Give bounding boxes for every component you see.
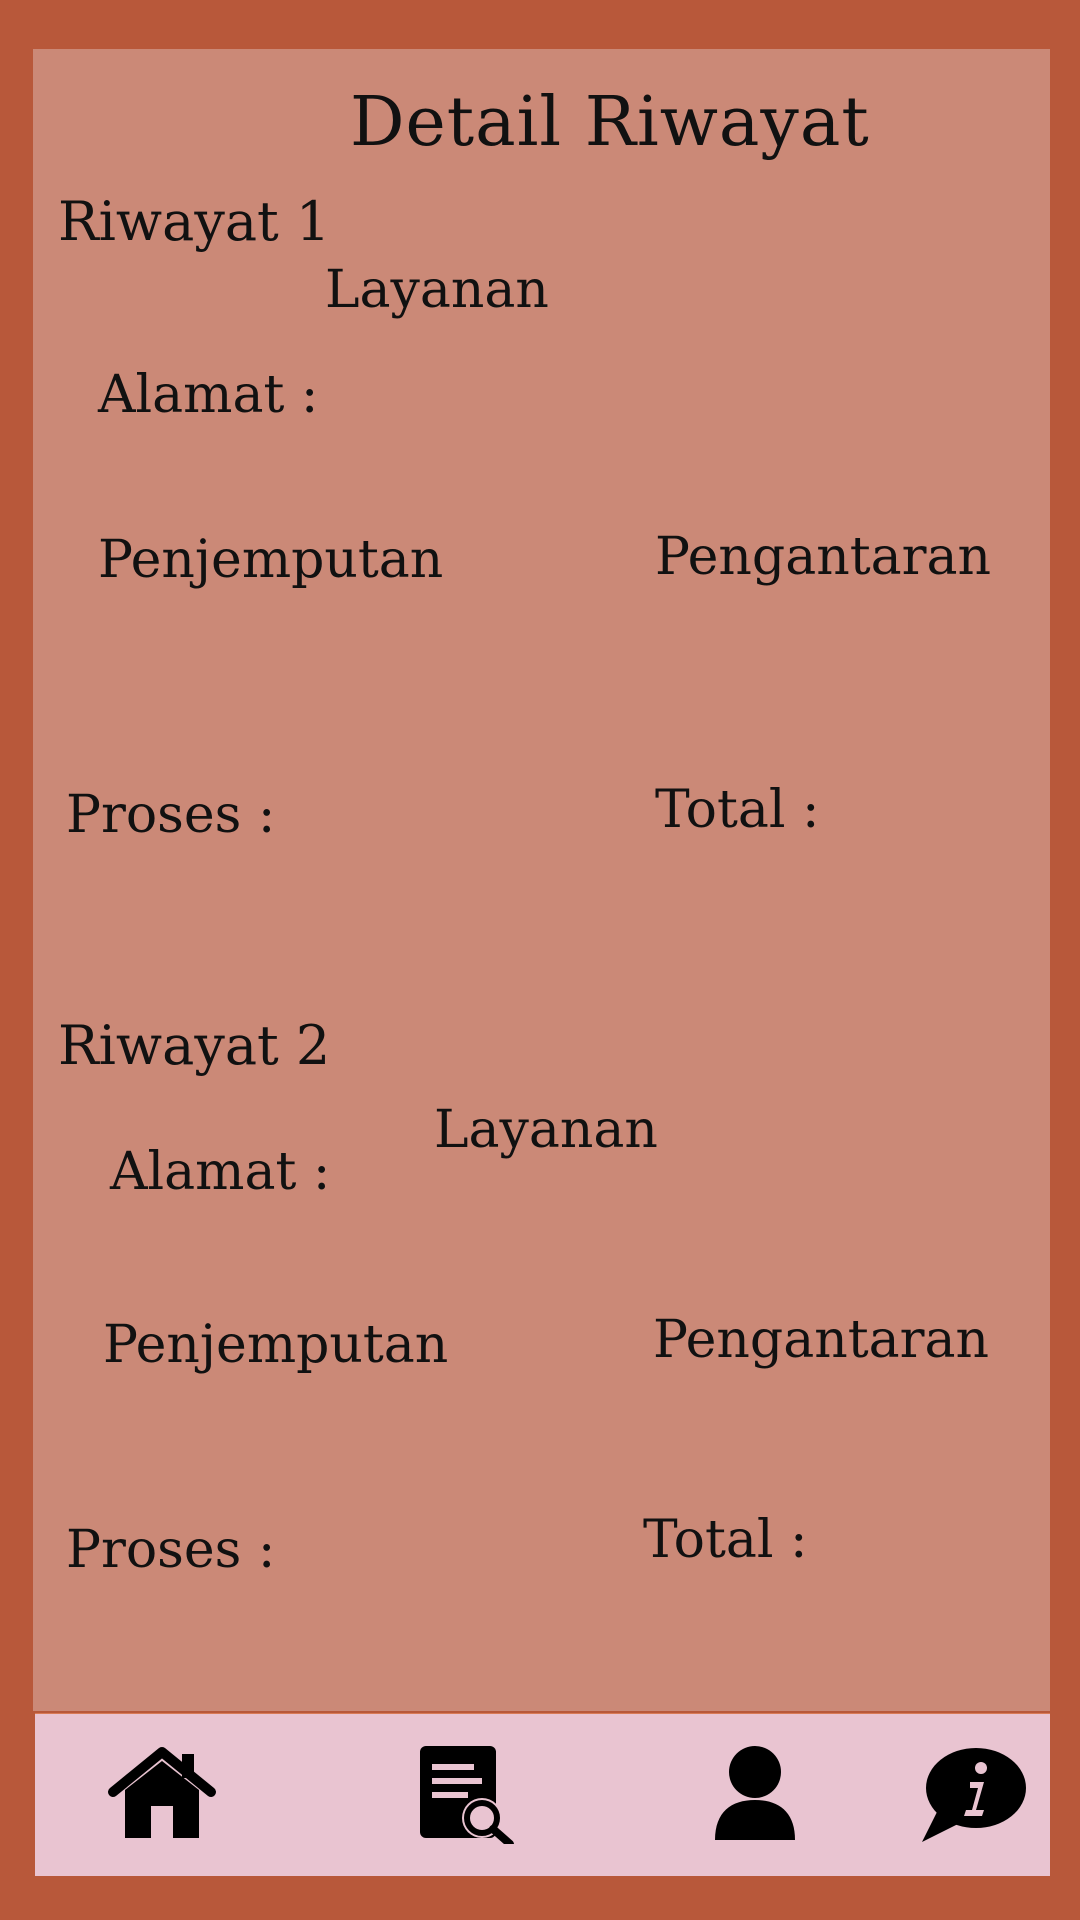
address-label: Alamat : (110, 1142, 331, 1202)
history-title: Riwayat 2 (58, 1014, 331, 1077)
page-title: Detail Riwayat (350, 83, 870, 162)
delivery-label: Pengantaran (655, 527, 991, 587)
nav-history-button[interactable] (410, 1744, 520, 1844)
process-label: Proses : (66, 785, 276, 845)
info-chat-icon (922, 1748, 1026, 1842)
total-label: Total : (655, 780, 820, 840)
nav-profile-button[interactable] (700, 1744, 810, 1844)
user-icon (715, 1746, 795, 1840)
delivery-label: Pengantaran (653, 1310, 989, 1370)
service-label: Layanan (434, 1100, 658, 1160)
address-label: Alamat : (98, 365, 319, 425)
bottom-navigation (35, 1713, 1050, 1876)
pickup-label: Penjemputan (103, 1315, 449, 1375)
nav-info-button[interactable] (918, 1744, 1028, 1844)
history-panel: Detail Riwayat Riwayat 1 Layanan Alamat … (33, 49, 1050, 1711)
history-title: Riwayat 1 (58, 190, 331, 253)
service-label: Layanan (325, 260, 549, 320)
nav-home-button[interactable] (107, 1744, 217, 1844)
home-icon (108, 1747, 216, 1838)
process-label: Proses : (66, 1520, 276, 1580)
pickup-label: Penjemputan (98, 530, 444, 590)
total-label: Total : (643, 1510, 808, 1570)
document-search-icon (420, 1746, 514, 1844)
